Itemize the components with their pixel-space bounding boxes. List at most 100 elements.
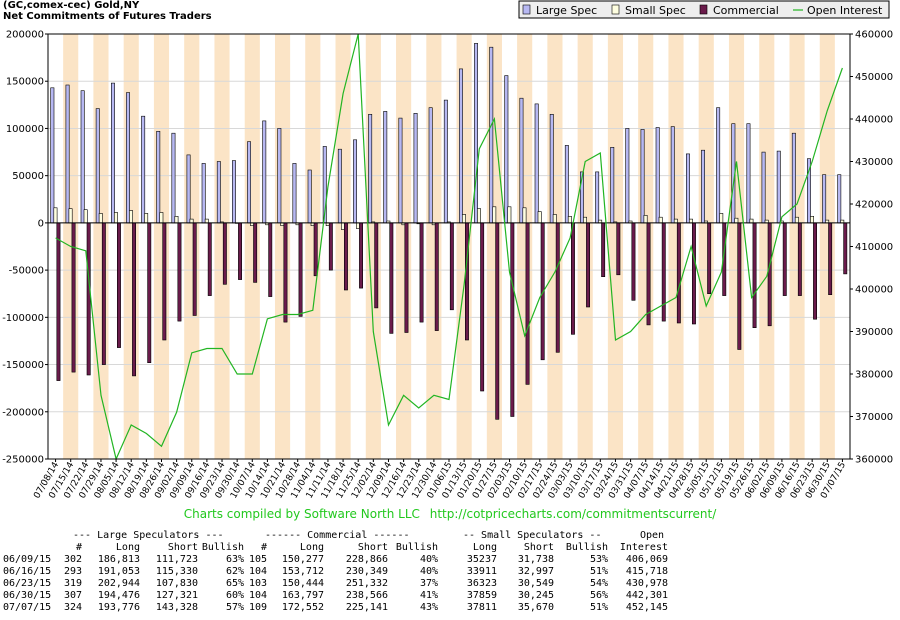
group-header-small: -- Small Speculators -- — [463, 530, 602, 541]
small-spec-bar — [477, 208, 481, 224]
large-spec-bar — [307, 169, 312, 224]
column-band — [668, 34, 684, 459]
y-right-tick-label: 460000 — [855, 30, 893, 41]
plot-area — [48, 34, 850, 459]
summary-cell-l-long: 186,813 — [97, 554, 140, 565]
large-spec-bar — [368, 114, 373, 224]
summary-cell-oi: 442,301 — [625, 590, 668, 601]
commercial-bar — [676, 222, 681, 324]
y-left-tick-label: 150000 — [6, 77, 44, 88]
commercial-bar — [480, 222, 485, 392]
column-header: Long — [115, 542, 140, 553]
group-header-commercial: ------ Commercial ------ — [265, 530, 410, 541]
small-spec-bar — [144, 213, 149, 224]
commercial-bar — [283, 222, 288, 323]
commercial-bar — [449, 222, 454, 311]
large-spec-bar — [625, 128, 630, 224]
column-band — [456, 34, 472, 459]
large-spec-bar — [716, 107, 721, 224]
column-header: Bullish — [395, 542, 438, 553]
column-band — [547, 34, 563, 459]
large-spec-bar — [443, 99, 448, 224]
y-right-tick-label: 410000 — [855, 242, 893, 253]
commercial-bar — [601, 222, 606, 277]
column-band — [335, 34, 351, 459]
summary-cell-l-short: 107,830 — [155, 578, 198, 589]
large-spec-bar — [141, 115, 146, 224]
summary-cell-oi: 452,145 — [625, 602, 668, 613]
summary-cell-s-short: 30,549 — [517, 578, 554, 589]
summary-cell-c-n: 104 — [248, 590, 267, 601]
large-spec-bar — [761, 151, 766, 224]
column-band — [759, 34, 775, 459]
small-spec-bar — [53, 207, 58, 224]
column-header: Short — [167, 542, 198, 553]
large-spec-bar — [685, 153, 690, 224]
y-left-tick-label: -100000 — [2, 313, 44, 324]
small-spec-bar — [719, 213, 724, 224]
commercial-bar — [782, 222, 787, 296]
summary-cell-l-short: 127,321 — [155, 590, 198, 601]
summary-cell-l-long: 193,776 — [97, 602, 140, 613]
commercial-bar — [707, 222, 712, 294]
summary-cell-l-long: 191,053 — [97, 566, 140, 577]
large-spec-bar — [353, 139, 357, 224]
large-spec-bar — [610, 147, 615, 224]
chart-symbol-title: (GC,comex-cec) Gold,NY — [3, 0, 140, 11]
column-band — [728, 34, 745, 459]
large-spec-bar — [95, 108, 100, 224]
small-spec-bar — [688, 218, 693, 224]
small-spec-bar — [643, 215, 648, 224]
summary-cell-c-short: 251,332 — [345, 578, 388, 589]
summary-cell-date: 06/30/15 — [3, 590, 52, 601]
summary-cell-c-n: 109 — [248, 602, 267, 613]
small-spec-bar — [810, 216, 815, 224]
column-band — [517, 34, 533, 459]
small-spec-bar — [794, 216, 799, 224]
commercial-bar — [555, 222, 560, 353]
y-right-tick-label: 380000 — [855, 370, 893, 381]
large-spec-bar — [156, 131, 161, 224]
summary-cell-s-short: 32,997 — [517, 566, 554, 577]
large-spec-bar — [504, 75, 509, 224]
commercial-bar — [404, 222, 409, 333]
summary-cell-s-short: 35,670 — [517, 602, 554, 613]
commercial-bar — [298, 222, 303, 317]
commercial-bar — [222, 222, 227, 285]
y-right-tick-label: 420000 — [855, 200, 893, 211]
commercial-bar — [177, 222, 182, 322]
large-spec-bar — [655, 127, 660, 224]
large-spec-bar — [837, 174, 842, 224]
small-spec-bar — [68, 208, 73, 224]
summary-cell-c-short: 228,866 — [345, 554, 388, 565]
commercial-bar — [767, 222, 772, 327]
column-header: Interest — [619, 542, 668, 553]
y-right-tick-label: 450000 — [855, 72, 893, 83]
large-spec-bar — [458, 68, 463, 224]
y-left-tick-label: 50000 — [12, 171, 44, 182]
large-spec-bar — [413, 113, 418, 224]
y-left-tick-label: -50000 — [9, 266, 44, 277]
large-spec-bar — [216, 161, 221, 224]
small-spec-legend-swatch — [611, 4, 620, 15]
large-spec-bar — [534, 103, 539, 224]
large-spec-bar — [201, 163, 206, 224]
large-spec-bar — [564, 145, 569, 224]
column-band — [184, 34, 200, 459]
large-spec-bar — [50, 87, 55, 224]
large-spec-bar — [247, 141, 251, 224]
large-spec-bar — [791, 132, 796, 224]
column-band — [638, 34, 654, 459]
summary-cell-c-bull: 40% — [419, 566, 438, 577]
chart-title: Net Commitments of Futures Traders — [3, 11, 212, 22]
group-header-open: Open — [640, 530, 665, 541]
large-spec-bar — [186, 154, 191, 224]
commercial-bar — [343, 222, 348, 291]
column-band — [819, 34, 835, 459]
column-band — [577, 34, 593, 459]
small-spec-bar — [552, 214, 557, 224]
summary-cell-l-long: 202,944 — [97, 578, 140, 589]
large-spec-bar — [519, 97, 524, 224]
large-spec-bar — [398, 117, 403, 224]
credit-url[interactable]: http://cotpricecharts.com/commitmentscur… — [429, 507, 717, 521]
